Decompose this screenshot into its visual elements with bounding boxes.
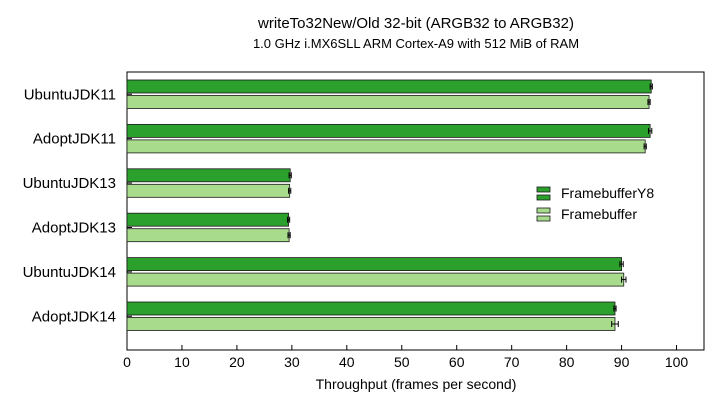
category-label: UbuntuJDK14 (23, 264, 116, 281)
x-tick-label: 70 (504, 354, 520, 370)
legend-swatch (536, 207, 551, 214)
x-tick-label: 30 (284, 354, 300, 370)
x-tick-label: 90 (614, 354, 630, 370)
category-label: UbuntuJDK11 (24, 86, 116, 103)
x-tick-label: 60 (449, 354, 465, 370)
legend-swatch (536, 194, 551, 201)
chart-subtitle: 1.0 GHz i.MX6SLL ARM Cortex-A9 with 512 … (253, 36, 579, 51)
bar-framebuffery8-ubuntujdk11 (126, 79, 652, 94)
x-tick-label: 0 (123, 354, 131, 370)
bar-framebuffery8-adoptjdk14 (126, 301, 616, 316)
legend: FramebufferY8 Framebuffer (536, 185, 654, 222)
x-tick-label: 100 (665, 354, 689, 370)
category-label: AdoptJDK14 (32, 308, 116, 325)
bar-framebuffer-ubuntujdk11 (126, 95, 650, 109)
category-labels: UbuntuJDK11 AdoptJDK11 UbuntuJDK13 AdoptJDK… (23, 86, 116, 325)
chart-marks (126, 79, 653, 331)
legend-swatch (536, 186, 551, 193)
x-tick-label: 10 (174, 354, 190, 370)
bar-framebuffer-ubuntujdk14 (126, 272, 625, 287)
chart-title: writeTo32New/Old 32-bit (ARGB32 to ARGB3… (257, 15, 574, 32)
plot-area-frame (126, 71, 705, 351)
bar-framebuffery8-adoptjdk13 (126, 212, 289, 227)
x-tick-label: 50 (394, 354, 410, 370)
bar-framebuffer-adoptjdk13 (126, 228, 290, 243)
bar-framebuffery8-adoptjdk11 (126, 124, 651, 138)
bar-framebuffer-adoptjdk11 (126, 139, 646, 154)
x-axis-label: Throughput (frames per second) (316, 376, 517, 392)
x-tick-label: 80 (559, 354, 575, 370)
bar-framebuffery8-ubuntujdk13 (126, 168, 291, 183)
bar-framebuffery8-ubuntujdk14 (126, 257, 622, 272)
legend-label: Framebuffer (561, 206, 637, 222)
category-label: AdoptJDK13 (32, 219, 116, 236)
x-tick-label: 20 (229, 354, 245, 370)
x-tick-label: 40 (339, 354, 355, 370)
bar-framebuffer-adoptjdk14 (126, 317, 616, 331)
legend-swatch (536, 215, 551, 222)
legend-label: FramebufferY8 (561, 185, 654, 201)
bar-framebuffer-ubuntujdk13 (126, 183, 291, 198)
x-axis-ticks: 0 10 20 30 40 50 60 70 80 90 100 (123, 93, 689, 370)
category-label: AdoptJDK11 (33, 131, 116, 148)
category-label: UbuntuJDK13 (23, 175, 116, 192)
